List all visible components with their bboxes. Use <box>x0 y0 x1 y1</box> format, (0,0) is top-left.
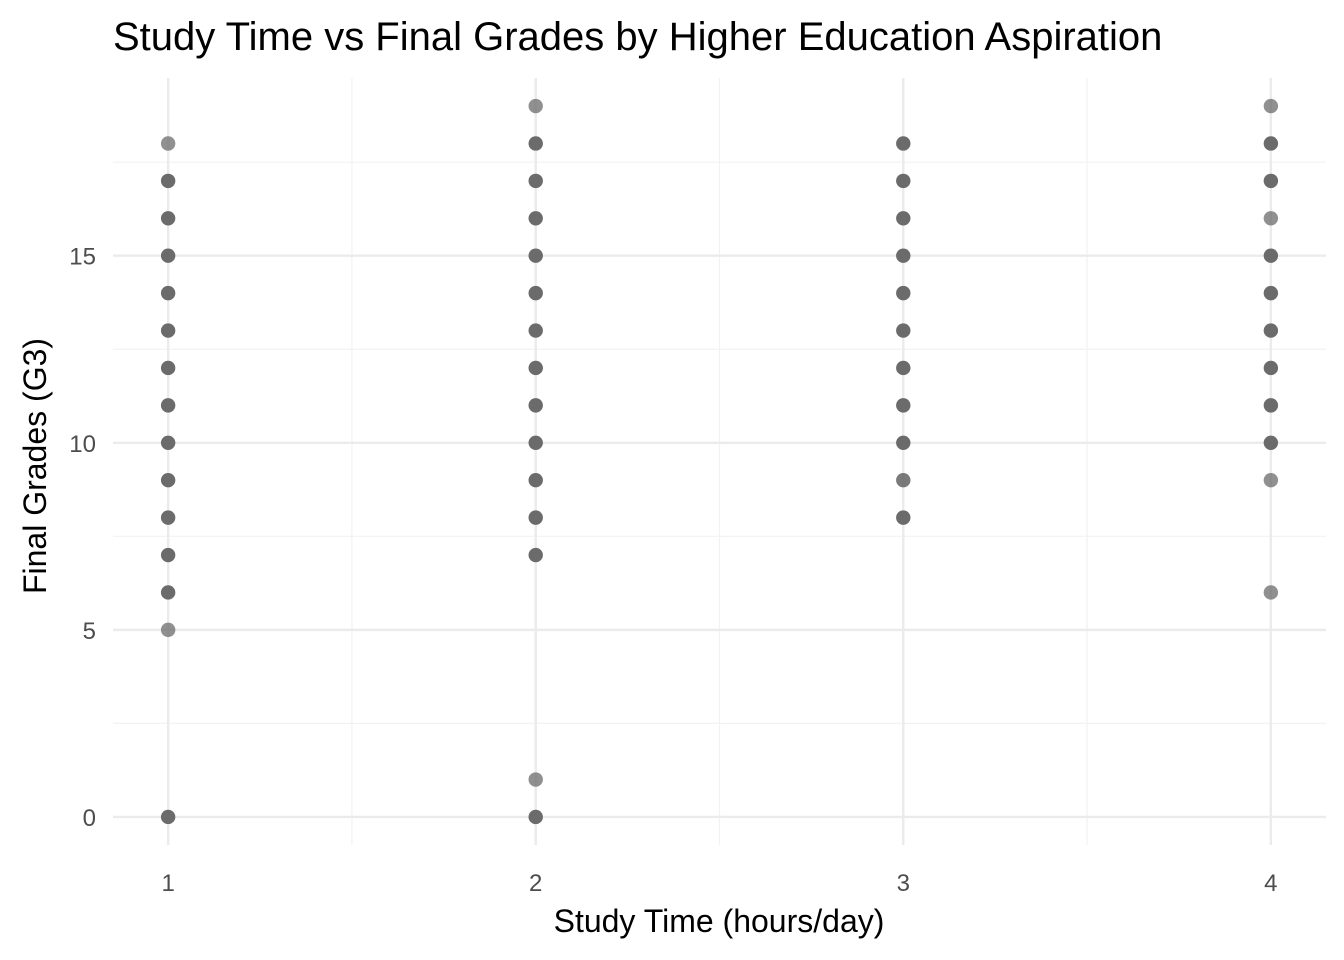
data-point <box>160 285 176 301</box>
data-point <box>528 547 543 563</box>
data-point <box>160 809 176 825</box>
x-axis-tick-labels: 1 2 3 4 <box>161 870 1277 897</box>
data-point <box>1263 435 1279 450</box>
data-point <box>528 136 543 151</box>
data-point <box>160 136 176 151</box>
y-axis-tick-labels: 0 5 10 15 <box>69 244 96 832</box>
data-point <box>1263 398 1279 413</box>
data-point <box>160 248 176 263</box>
data-point <box>1263 323 1279 338</box>
data-point <box>528 248 543 263</box>
data-point <box>528 435 543 450</box>
data-point <box>528 809 543 825</box>
data-point <box>896 173 911 189</box>
data-point <box>160 360 176 376</box>
data-point <box>528 510 543 525</box>
data-point <box>528 173 543 189</box>
data-point <box>1263 173 1279 189</box>
data-point <box>896 323 911 338</box>
data-point <box>528 285 543 301</box>
data-point <box>528 398 543 413</box>
y-tick-label: 15 <box>69 244 96 271</box>
data-point <box>1263 98 1279 114</box>
data-point <box>1263 248 1279 263</box>
data-point <box>528 360 543 376</box>
data-point <box>1263 473 1279 488</box>
y-tick-label: 0 <box>83 805 96 832</box>
data-points <box>160 98 1279 825</box>
data-point <box>528 211 543 226</box>
data-point <box>896 360 911 376</box>
x-axis-title: Study Time (hours/day) <box>554 903 885 939</box>
data-point <box>160 435 176 450</box>
data-point <box>160 585 176 600</box>
x-tick-label: 1 <box>161 870 174 897</box>
chart-title: Study Time vs Final Grades by Higher Edu… <box>113 15 1162 59</box>
data-point <box>160 211 176 226</box>
data-point <box>160 323 176 338</box>
data-point <box>160 398 176 413</box>
x-tick-label: 2 <box>529 870 542 897</box>
y-tick-label: 10 <box>69 431 96 458</box>
data-point <box>896 136 911 151</box>
data-point <box>160 547 176 563</box>
data-point <box>896 248 911 263</box>
data-point <box>528 98 543 114</box>
major-gridlines <box>113 78 1326 845</box>
data-point <box>896 398 911 413</box>
data-point <box>1263 360 1279 376</box>
x-tick-label: 3 <box>897 870 910 897</box>
data-point <box>896 435 911 450</box>
data-point <box>528 323 543 338</box>
x-tick-label: 4 <box>1264 870 1277 897</box>
data-point <box>1263 285 1279 301</box>
y-tick-label: 5 <box>83 618 96 645</box>
data-point <box>896 473 911 488</box>
minor-gridlines <box>113 78 1326 845</box>
data-point <box>160 173 176 189</box>
data-point <box>160 473 176 488</box>
data-point <box>1263 585 1279 600</box>
data-point <box>896 211 911 226</box>
data-point <box>160 510 176 525</box>
data-point <box>896 510 911 525</box>
y-axis-title: Final Grades (G3) <box>17 338 53 594</box>
data-point <box>528 473 543 488</box>
data-point <box>528 772 543 787</box>
data-point <box>1263 136 1279 151</box>
data-point <box>160 622 176 638</box>
data-point <box>896 285 911 301</box>
data-point <box>1263 211 1279 226</box>
